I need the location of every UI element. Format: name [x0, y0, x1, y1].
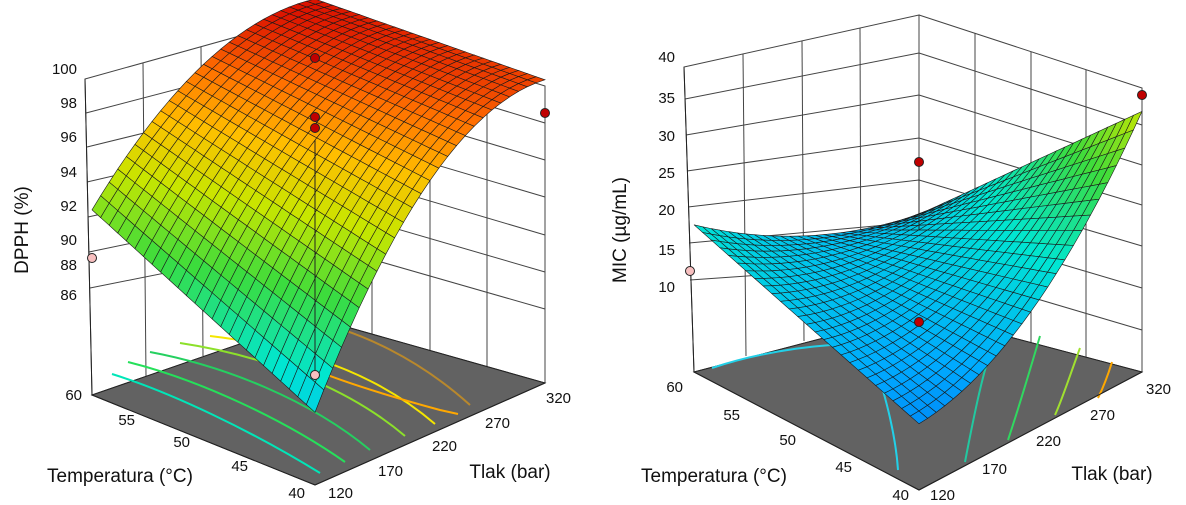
dpph-z-tick: 98	[60, 95, 77, 112]
dpph-z-tick: 94	[60, 164, 77, 181]
dpph-point-2	[87, 253, 97, 263]
dpph-z-tick: 86	[60, 287, 77, 304]
mic-x-label: Tlak (bar)	[1071, 464, 1152, 485]
dpph-x-tick: 270	[485, 415, 510, 432]
mic-z-tick: 10	[658, 279, 675, 296]
dpph-y-tick: 40	[288, 485, 305, 502]
mic-z-tick: 40	[658, 49, 675, 66]
mic-x-tick: 270	[1090, 407, 1115, 424]
mic-y-tick: 40	[892, 487, 909, 504]
mic-point-4	[914, 317, 924, 327]
mic-x-tick: 120	[930, 487, 955, 504]
mic-x-tick: 220	[1036, 433, 1061, 450]
surface-patch	[909, 410, 929, 425]
mic-z-tick: 15	[658, 242, 675, 259]
mic-y-tick: 50	[779, 432, 796, 449]
mic-contour-6	[1097, 361, 1113, 399]
dpph-y-tick: 55	[118, 412, 135, 429]
dpph-contour-2	[127, 361, 346, 463]
mic-point-1	[1137, 90, 1147, 100]
mic-z-tick: 20	[658, 202, 675, 219]
dpph-panel: 100 98 96 94 92 90 88 86 DPPH (%) 60 55 …	[12, 0, 571, 502]
dpph-z-label: DPPH (%)	[12, 186, 33, 274]
dpph-z-tick: 100	[52, 61, 77, 78]
mic-z-tick: 35	[658, 90, 675, 107]
dpph-point-4	[310, 112, 320, 122]
mic-contour-5	[1054, 347, 1081, 416]
dpph-y-label: Temperatura (°C)	[47, 466, 193, 487]
mic-z-tick: 25	[658, 165, 675, 182]
dpph-x-tick: 220	[432, 438, 457, 455]
dpph-point-6	[310, 370, 320, 380]
mic-y-tick: 55	[723, 407, 740, 424]
mic-z-ticks: 40 35 30 25 20 15 10	[658, 49, 675, 296]
dpph-y-tick: 45	[231, 458, 248, 475]
mic-y-tick: 45	[835, 459, 852, 476]
dpph-x-tick: 320	[546, 390, 571, 407]
mic-surface	[693, 110, 1143, 425]
mic-z-tick: 30	[658, 128, 675, 145]
dpph-contour-1	[111, 373, 321, 474]
surface-patch	[306, 381, 325, 413]
mic-y-ticks: 60 55 50 45 40	[666, 379, 909, 504]
dpph-x-tick: 120	[328, 485, 353, 502]
dpph-point-3	[310, 53, 320, 63]
dpph-contour-3	[149, 351, 371, 451]
dpph-z-tick: 96	[60, 129, 77, 146]
mic-front-axes	[683, 66, 1143, 491]
mic-z-label: MIC (µg/mL)	[610, 177, 631, 283]
dpph-front-axes	[84, 78, 546, 486]
mic-point-2	[685, 266, 695, 276]
dpph-y-tick: 60	[65, 387, 82, 404]
dpph-y-ticks: 60 55 50 45 40	[65, 387, 305, 502]
dpph-z-ticks: 100 98 96 94 92 90 88 86	[52, 61, 77, 304]
dpph-x-label: Tlak (bar)	[469, 462, 550, 483]
dpph-z-tick: 90	[60, 232, 77, 249]
mic-design-points	[685, 90, 1147, 327]
mic-y-label: Temperatura (°C)	[641, 466, 787, 487]
mic-y-tick: 60	[666, 379, 683, 396]
dpph-x-tick: 170	[378, 463, 403, 480]
mic-contour-4	[1007, 335, 1041, 441]
dpph-y-tick: 50	[173, 434, 190, 451]
dpph-z-tick: 88	[60, 257, 77, 274]
dpph-point-1	[540, 108, 550, 118]
dpph-x-ticks: 120 170 220 270 320	[328, 390, 571, 502]
dpph-point-5	[310, 123, 320, 133]
mic-x-tick: 170	[982, 461, 1007, 478]
mic-x-ticks: 120 170 220 270 320	[930, 381, 1171, 504]
dpph-design-points	[87, 53, 550, 380]
dpph-z-tick: 92	[60, 198, 77, 215]
mic-x-tick: 320	[1146, 381, 1171, 398]
mic-point-3	[914, 157, 924, 167]
mic-panel: 40 35 30 25 20 15 10 MIC (µg/mL) 60 55 5…	[610, 14, 1171, 504]
dpph-surface	[91, 0, 546, 413]
